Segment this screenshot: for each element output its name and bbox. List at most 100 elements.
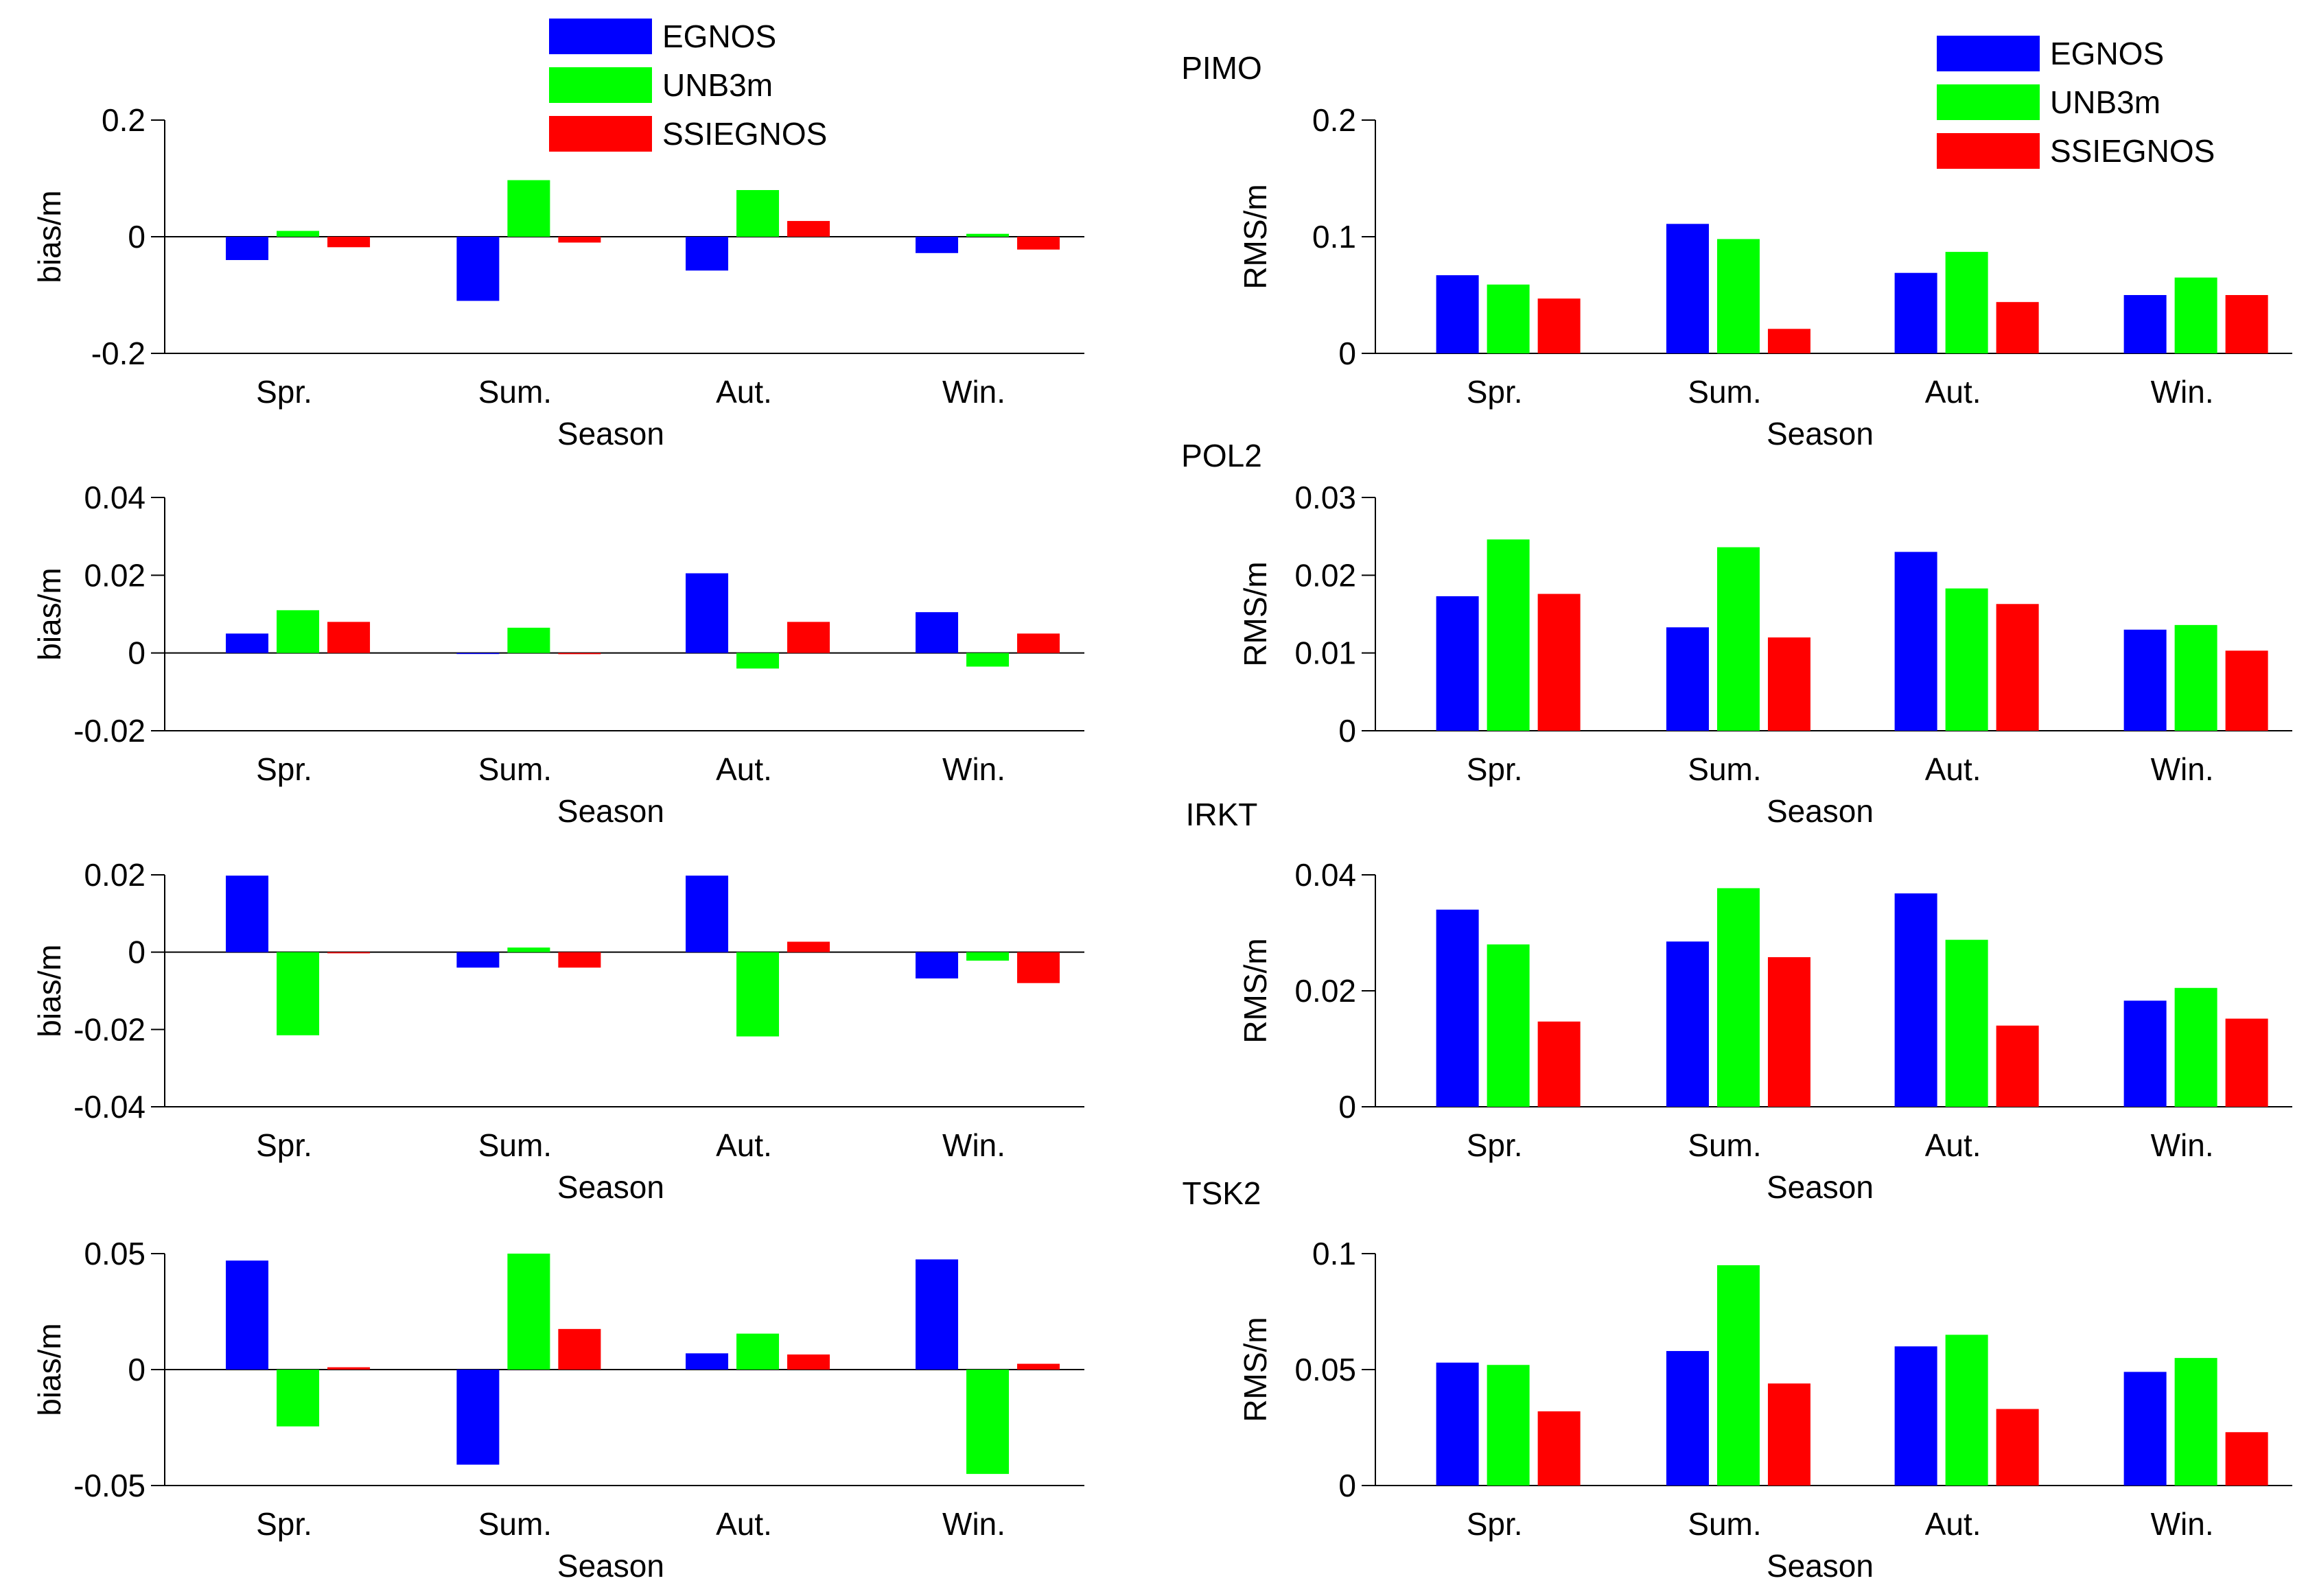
y-tick-label: -0.05 — [73, 1468, 145, 1503]
bar-ssiegnos-spr — [327, 237, 371, 248]
y-axis-label: RMS/m — [1237, 1317, 1273, 1422]
y-tick-label: 0.04 — [84, 480, 145, 515]
bar-egnos-aut — [1894, 272, 1937, 353]
bar-egnos-sum — [456, 237, 500, 301]
bar-egnos-win — [916, 952, 959, 978]
x-tick-label: Win. — [2151, 751, 2214, 787]
y-tick-label: 0.1 — [1312, 1236, 1356, 1271]
x-tick-label: Spr. — [256, 1127, 312, 1163]
x-axis-label: Season — [557, 1548, 664, 1584]
legend-2: EGNOS UNB3m SSIEGNOS — [1937, 36, 2215, 169]
y-tick-label: 0 — [128, 1352, 145, 1387]
bar-egnos-spr — [226, 633, 269, 653]
x-tick-label: Spr. — [256, 751, 312, 787]
y-tick-label: 0.04 — [1294, 857, 1356, 893]
bar-ssiegnos-aut — [1996, 1025, 2039, 1107]
bar-egnos-win — [2123, 1000, 2167, 1107]
bar-ssiegnos-sum — [1767, 1383, 1810, 1486]
bar-egnos-aut — [686, 237, 729, 271]
bar-ssiegnos-spr — [1537, 1411, 1581, 1486]
bar-unb3m-win — [966, 653, 1010, 667]
bar-unb3m-win — [2174, 987, 2217, 1107]
bar-ssiegnos-spr — [1537, 298, 1581, 353]
bar-egnos-spr — [226, 876, 269, 952]
panel-rms-4: 0 0.05 0.1 Spr. Sum. Aut. Win. Season RMS/m TSK2 — [1182, 1175, 2292, 1584]
y-tick-label: 0 — [1338, 1089, 1356, 1125]
legend-label-unb3m: UNB3m — [2050, 84, 2161, 120]
bar-egnos-spr — [1436, 909, 1479, 1107]
x-tick-label: Win. — [942, 1506, 1005, 1542]
y-axis-label: bias/m — [32, 190, 67, 283]
bar-ssiegnos-win — [2225, 1018, 2268, 1107]
y-axis-label: RMS/m — [1237, 184, 1273, 289]
panel-bias-1: -0.2 0 0.2 Spr. Sum. Aut. Win. Season bias/m — [32, 102, 1084, 451]
bar-egnos-aut — [686, 573, 729, 653]
bar-unb3m-spr — [1487, 1365, 1530, 1486]
bar-unb3m-spr — [1487, 539, 1530, 731]
y-tick-label: 0.02 — [1294, 557, 1356, 593]
x-tick-label: Aut. — [1925, 1127, 1981, 1163]
x-axis-label: Season — [557, 416, 664, 451]
bar-unb3m-spr — [277, 952, 320, 1035]
x-tick-label: Sum. — [478, 1506, 552, 1542]
x-tick-label: Aut. — [716, 1127, 772, 1163]
panel-bias-4: -0.05 0 0.05 Spr. Sum. Aut. Win. Season bias/m — [32, 1236, 1084, 1584]
bar-unb3m-sum — [507, 947, 550, 952]
bar-ssiegnos-aut — [787, 941, 830, 952]
bar-unb3m-aut — [1945, 252, 1988, 353]
y-axis-label: RMS/m — [1237, 938, 1273, 1043]
y-tick-label: -0.04 — [73, 1089, 145, 1125]
bar-egnos-sum — [1666, 941, 1709, 1107]
x-axis-label: Season — [1767, 1169, 1874, 1205]
y-tick-label: 0 — [128, 635, 145, 671]
bar-unb3m-sum — [1716, 239, 1760, 353]
bar-ssiegnos-win — [2225, 650, 2268, 731]
x-tick-label: Spr. — [1467, 1127, 1523, 1163]
bar-unb3m-aut — [736, 1333, 780, 1370]
y-tick-label: -0.02 — [73, 713, 145, 749]
y-axis-label: bias/m — [32, 567, 67, 660]
x-tick-label: Aut. — [1925, 374, 1981, 410]
bar-ssiegnos-aut — [787, 1354, 830, 1370]
x-axis-label: Season — [1767, 793, 1874, 829]
bar-egnos-sum — [1666, 224, 1709, 353]
x-tick-label: Sum. — [478, 374, 552, 410]
bar-unb3m-spr — [1487, 284, 1530, 353]
bar-egnos-spr — [1436, 596, 1479, 731]
x-tick-label: Spr. — [1467, 1506, 1523, 1542]
x-tick-label: Sum. — [1688, 1506, 1761, 1542]
panel-bias-3: -0.04 -0.02 0 0.02 Spr. Sum. Aut. Win. Season bia… — [32, 857, 1084, 1205]
y-tick-label: 0 — [128, 219, 145, 255]
y-tick-label: 0 — [128, 935, 145, 970]
bar-ssiegnos-sum — [558, 1328, 601, 1370]
bar-ssiegnos-win — [2225, 295, 2268, 353]
y-tick-label: 0.02 — [84, 857, 145, 893]
y-tick-label: 0.02 — [84, 557, 145, 593]
x-tick-label: Sum. — [1688, 751, 1761, 787]
bar-egnos-sum — [456, 952, 500, 968]
x-axis-label: Season — [1767, 1548, 1874, 1584]
x-axis-label: Season — [557, 1169, 664, 1205]
x-tick-label: Spr. — [1467, 751, 1523, 787]
bar-unb3m-sum — [507, 180, 550, 237]
bar-unb3m-aut — [736, 653, 780, 669]
x-tick-label: Sum. — [478, 1127, 552, 1163]
bar-ssiegnos-spr — [1537, 594, 1581, 731]
bar-ssiegnos-spr — [1537, 1021, 1581, 1107]
x-tick-label: Aut. — [716, 1506, 772, 1542]
bar-egnos-aut — [1894, 1346, 1937, 1486]
bar-egnos-win — [2123, 295, 2167, 353]
x-tick-label: Win. — [2151, 374, 2214, 410]
bar-unb3m-sum — [507, 627, 550, 653]
bar-ssiegnos-spr — [327, 622, 371, 653]
bar-unb3m-win — [2174, 1358, 2217, 1486]
bar-egnos-spr — [1436, 275, 1479, 353]
x-tick-label: Win. — [2151, 1506, 2214, 1542]
legend-swatch-ssiegnos — [549, 116, 652, 152]
bar-unb3m-aut — [736, 190, 780, 237]
station-label: TSK2 — [1182, 1175, 1261, 1211]
legend-label-ssiegnos: SSIEGNOS — [662, 116, 827, 152]
bar-unb3m-win — [2174, 624, 2217, 731]
station-label: PIMO — [1181, 50, 1262, 86]
bar-ssiegnos-win — [2225, 1432, 2268, 1486]
